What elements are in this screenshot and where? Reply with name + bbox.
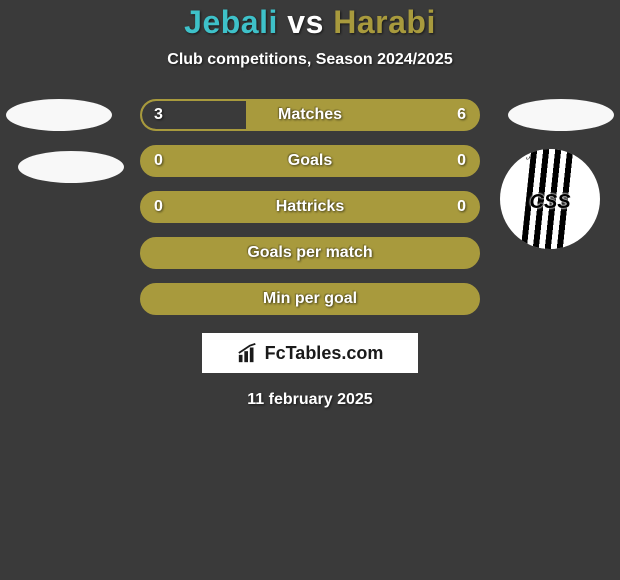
infographic-container: Jebali vs Harabi Club competitions, Seas… bbox=[0, 0, 620, 409]
stats-rows: كرة القدم بصفاقس CSS 3 Matches 6 0 Goals… bbox=[0, 99, 620, 315]
stat-label: Matches bbox=[142, 106, 478, 124]
stat-bar: Min per goal bbox=[140, 283, 480, 315]
stat-right-value: 6 bbox=[457, 106, 466, 124]
stat-label: Hattricks bbox=[142, 198, 478, 216]
page-title: Jebali vs Harabi bbox=[0, 4, 620, 41]
decorative-ellipse bbox=[508, 99, 614, 131]
vs-text: vs bbox=[287, 4, 324, 40]
subtitle: Club competitions, Season 2024/2025 bbox=[0, 51, 620, 69]
stat-bar: 0 Goals 0 bbox=[140, 145, 480, 177]
badge-text: CSS bbox=[500, 191, 600, 214]
decorative-ellipse bbox=[18, 151, 124, 183]
player2-name: Harabi bbox=[333, 4, 436, 40]
stat-bar: 3 Matches 6 bbox=[140, 99, 480, 131]
stat-bar: Goals per match bbox=[140, 237, 480, 269]
bar-chart-icon bbox=[237, 342, 259, 364]
brand-card[interactable]: FcTables.com bbox=[202, 333, 418, 373]
player1-name: Jebali bbox=[184, 4, 278, 40]
stat-label: Goals per match bbox=[142, 244, 478, 262]
stat-label: Min per goal bbox=[142, 290, 478, 308]
stat-right-value: 0 bbox=[457, 198, 466, 216]
brand-text: FcTables.com bbox=[265, 343, 384, 364]
stat-right-value: 0 bbox=[457, 152, 466, 170]
stat-label: Goals bbox=[142, 152, 478, 170]
stat-row-min-per-goal: Min per goal bbox=[0, 283, 620, 315]
date-text: 11 february 2025 bbox=[0, 391, 620, 409]
stat-bar: 0 Hattricks 0 bbox=[140, 191, 480, 223]
club-badge: كرة القدم بصفاقس CSS bbox=[500, 149, 600, 249]
decorative-ellipse bbox=[6, 99, 112, 131]
